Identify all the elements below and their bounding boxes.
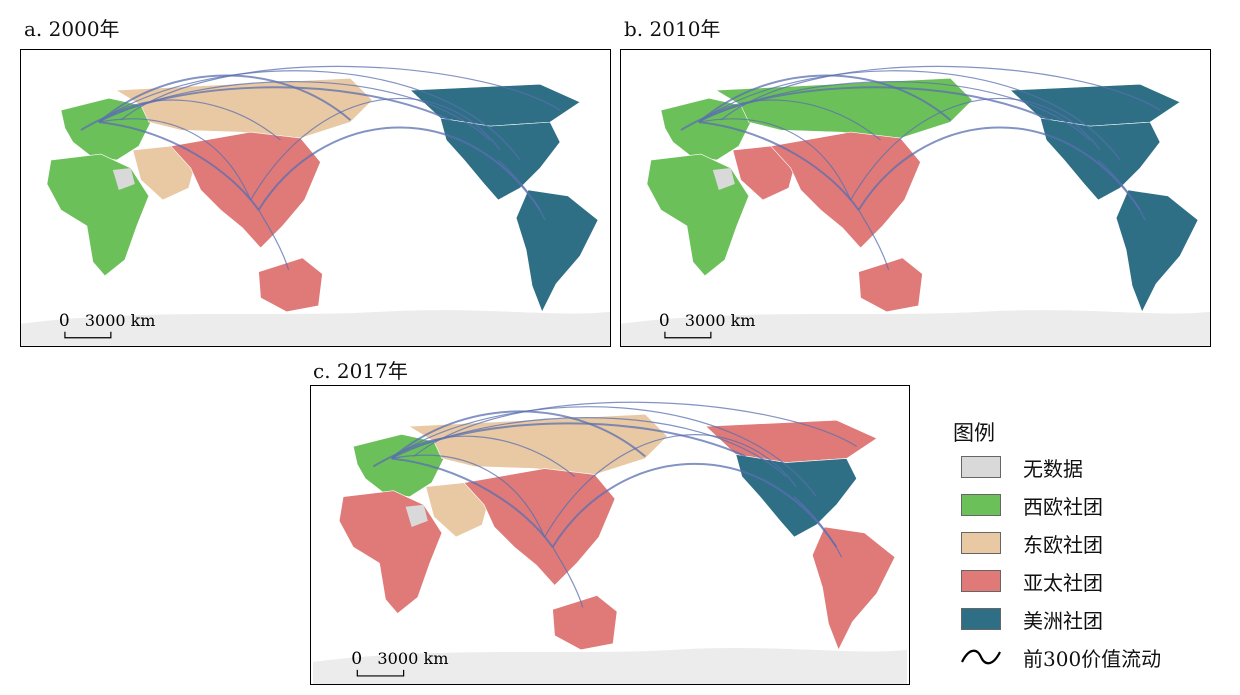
flow-line bbox=[858, 209, 890, 271]
flow-line bbox=[698, 121, 860, 211]
region-oceania bbox=[552, 595, 618, 651]
region-no-data bbox=[405, 504, 428, 527]
scale-bar: 0 3000 km bbox=[351, 649, 449, 677]
region-oceania bbox=[258, 257, 323, 313]
legend-label: 西欧社团 bbox=[1023, 494, 1103, 519]
flow-line bbox=[1097, 159, 1146, 221]
region-n-america bbox=[735, 454, 858, 538]
scale-bar: 0 3000 km bbox=[659, 311, 756, 339]
panel-title-b: b. 2010年 bbox=[624, 17, 721, 41]
legend-label: 东欧社团 bbox=[1023, 532, 1103, 557]
flow-line-icon bbox=[961, 649, 1001, 665]
flow-line bbox=[544, 434, 797, 538]
region-europe-w bbox=[660, 97, 752, 161]
flow-line bbox=[793, 496, 843, 558]
legend-swatch bbox=[961, 494, 1001, 516]
region-s-america bbox=[812, 526, 896, 651]
antarctica bbox=[313, 648, 907, 684]
region-s-america bbox=[515, 189, 599, 313]
legend-item-no-data: 无数据 bbox=[953, 448, 1213, 486]
map-panel-c: 0 3000 km bbox=[310, 385, 910, 685]
map-panel-b: 0 3000 km bbox=[620, 49, 1211, 347]
antarctica bbox=[21, 310, 610, 346]
region-europe-w bbox=[60, 97, 152, 161]
flow-line bbox=[391, 457, 554, 548]
flow-line bbox=[850, 97, 1101, 201]
legend-swatch bbox=[961, 456, 1001, 478]
legend-label: 无数据 bbox=[1023, 456, 1083, 481]
legend-item-flow: 前300价值流动 bbox=[953, 638, 1213, 676]
legend-label: 亚太社团 bbox=[1023, 570, 1103, 595]
legend-item-eastern-europe: 东欧社团 bbox=[953, 524, 1213, 562]
scale-zero: 0 bbox=[59, 311, 70, 331]
scale-bar-line bbox=[664, 331, 712, 339]
flow-line bbox=[720, 65, 1161, 121]
scale-label: 3000 km bbox=[685, 311, 756, 330]
legend-swatch bbox=[961, 608, 1001, 630]
legend-swatch bbox=[961, 570, 1001, 592]
region-oceania bbox=[858, 257, 923, 313]
region-s-america bbox=[1115, 189, 1199, 313]
flow-line bbox=[257, 126, 541, 211]
panel-title-a: a. 2000年 bbox=[24, 17, 120, 41]
region-n-america bbox=[1039, 117, 1161, 201]
scale-bar-line bbox=[356, 669, 405, 677]
flow-line bbox=[403, 406, 817, 498]
flow-line bbox=[413, 401, 857, 457]
flow-line bbox=[250, 97, 501, 201]
region-no-data bbox=[112, 168, 135, 191]
flow-line bbox=[552, 546, 584, 608]
flow-line bbox=[497, 159, 546, 221]
panel-title-c: c. 2017年 bbox=[313, 359, 408, 383]
scale-bar-line bbox=[64, 331, 112, 339]
flow-line bbox=[710, 70, 1121, 161]
legend-item-asia-pacific: 亚太社团 bbox=[953, 562, 1213, 600]
legend: 图例 无数据 西欧社团 东欧社团 亚太社团 美洲社团 前300价值流动 bbox=[953, 418, 1213, 676]
map-panel-a: 0 3000 km bbox=[20, 49, 611, 347]
scale-label: 3000 km bbox=[377, 649, 448, 668]
legend-swatch bbox=[961, 532, 1001, 554]
flow-line bbox=[110, 70, 521, 161]
legend-item-americas: 美洲社团 bbox=[953, 600, 1213, 638]
scale-zero: 0 bbox=[659, 311, 670, 331]
scale-bar: 0 3000 km bbox=[59, 311, 156, 339]
flow-line bbox=[120, 65, 561, 121]
flow-line bbox=[98, 74, 352, 123]
legend-label: 美洲社团 bbox=[1023, 608, 1103, 633]
scale-label: 3000 km bbox=[85, 311, 156, 330]
region-no-data bbox=[712, 168, 735, 191]
legend-title: 图例 bbox=[953, 421, 995, 445]
flow-line bbox=[372, 422, 747, 468]
flow-line bbox=[390, 410, 646, 460]
legend-item-western-europe: 西欧社团 bbox=[953, 486, 1213, 524]
flow-line bbox=[551, 462, 838, 548]
antarctica bbox=[621, 310, 1210, 346]
flow-line bbox=[258, 209, 290, 271]
scale-zero: 0 bbox=[351, 649, 362, 669]
flow-line bbox=[680, 86, 1051, 131]
flow-line bbox=[80, 86, 451, 131]
region-europe-w bbox=[352, 434, 445, 498]
legend-flow-label: 前300价值流动 bbox=[1023, 646, 1162, 671]
flow-line bbox=[698, 74, 952, 123]
region-n-america bbox=[439, 117, 561, 201]
flow-line bbox=[857, 126, 1141, 211]
flow-line bbox=[98, 121, 260, 211]
